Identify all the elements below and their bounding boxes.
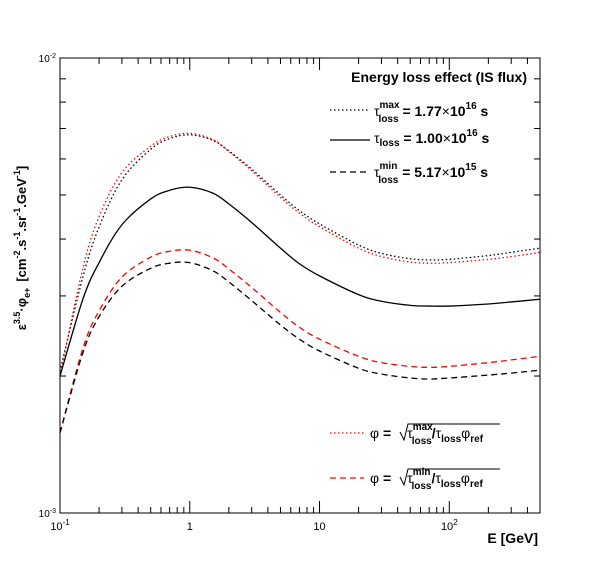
x-tick-label: 102 bbox=[441, 518, 458, 533]
x-axis-label: E [GeV] bbox=[487, 530, 538, 546]
legend-label-tnom: τloss = 1.00×1016 s bbox=[374, 128, 490, 149]
y-label-u8: ] bbox=[14, 166, 29, 170]
y-label-sub: e+ bbox=[22, 288, 32, 298]
plot-frame bbox=[59, 57, 541, 514]
legend-entry-tnom: τloss = 1.00×1016 s bbox=[330, 128, 490, 149]
legend-bottom: φ = τmax loss/τlossφref φ = τmin loss/τlossφ… bbox=[330, 422, 500, 492]
y-label-units: [cm bbox=[14, 259, 29, 282]
y-label-u5: -1 bbox=[12, 208, 22, 216]
y-label-u4: .sr bbox=[14, 216, 29, 232]
x-tick-label: 10 bbox=[313, 521, 325, 533]
x-tick-label: 1 bbox=[187, 521, 193, 533]
series-line-tmin bbox=[59, 261, 541, 434]
legend-top: τmax loss = 1.77×1016 s τloss = 1.00×1016… bbox=[330, 100, 490, 186]
series-line-tnom bbox=[59, 186, 541, 377]
y-label-u1: -2 bbox=[12, 251, 22, 259]
y-label-u2: .s bbox=[14, 240, 29, 251]
legend-entry-tmax: τmax loss = 1.77×1016 s bbox=[330, 100, 489, 125]
legend-label-tmax: τmax loss = 1.77×1016 s bbox=[374, 100, 489, 125]
y-tick-label: 10-3 bbox=[39, 508, 56, 520]
legend-entry-tmin-scaled: φ = τmin loss/τlossφref bbox=[330, 467, 500, 492]
y-axis-label: ε3.5·φe+[cm-2.s-1.sr-1.GeV-1] bbox=[12, 166, 32, 331]
legend-label-tmin-scaled: φ = τmin loss/τlossφref bbox=[370, 467, 483, 492]
y-label-u7: -1 bbox=[12, 170, 22, 178]
sqrt-sign-2 bbox=[399, 468, 500, 487]
y-label-u3: -1 bbox=[12, 232, 22, 240]
chart-title: Energy loss effect (IS flux) bbox=[351, 69, 527, 85]
y-label-u6: .GeV bbox=[14, 178, 29, 208]
series bbox=[59, 132, 541, 434]
legend-entry-tmax-scaled: φ = τmax loss/τlossφref bbox=[330, 422, 500, 447]
axes bbox=[59, 57, 541, 514]
x-tick-label: 10-1 bbox=[50, 518, 70, 533]
legend-label-tmin: τmin loss = 5.17×1015 s bbox=[374, 161, 488, 186]
y-label-eps: ε bbox=[14, 324, 29, 330]
ticks: 10-1 1 10 102 10-3 10-2 bbox=[39, 53, 541, 533]
y-label-exp: 3.5 bbox=[12, 312, 22, 325]
legend-entry-tmin: τmin loss = 5.17×1015 s bbox=[330, 161, 488, 186]
y-label-phi: ·φ bbox=[14, 298, 29, 312]
series-line-tmin_scaled bbox=[59, 249, 541, 434]
legend-label-tmax-scaled: φ = τmax loss/τlossφref bbox=[370, 422, 484, 447]
y-tick-label: 10-2 bbox=[39, 53, 56, 65]
sqrt-sign-1 bbox=[399, 423, 500, 442]
